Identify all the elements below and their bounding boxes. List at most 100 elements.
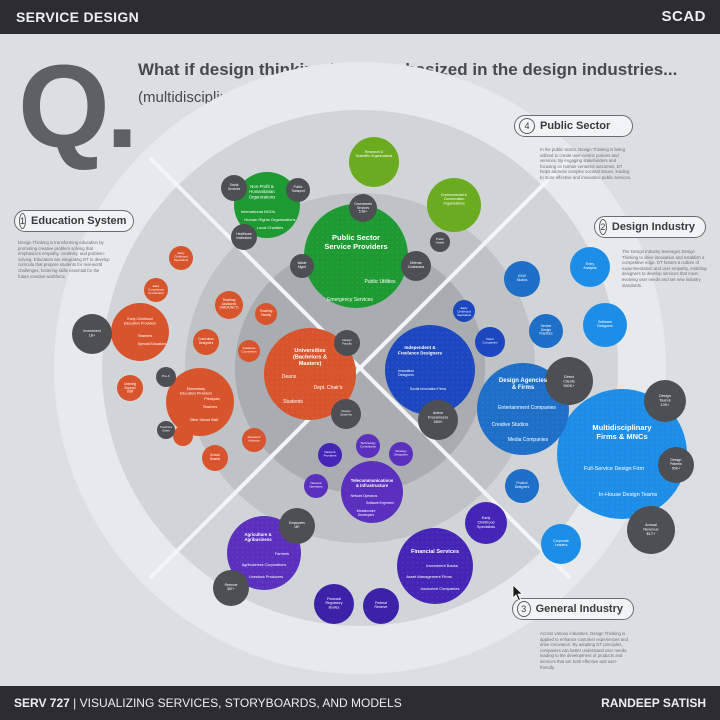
- label-gen8: Network Operators: [309, 481, 323, 489]
- label-edu6: Teachers: [138, 334, 152, 338]
- label-gen19: Early Childhood Specialists: [477, 516, 495, 529]
- bubble-blue: [453, 300, 475, 322]
- label-edu14: Curriculum Designers: [198, 337, 214, 345]
- label-di17: Entry Analysts: [583, 262, 596, 270]
- label-di19: Design Teams 10K+: [659, 394, 671, 407]
- label-pub1: Public Sector Service Providers: [324, 233, 387, 251]
- bubble-gray: [279, 508, 315, 544]
- bubble-orange: [144, 278, 168, 302]
- label-edu23: Teachers Aides: [160, 425, 173, 433]
- bottom-bar: SERV 727 | VISUALIZING SERVICES, STORYBO…: [0, 686, 720, 720]
- bubble-orange: [193, 329, 219, 355]
- label-edu28: Design Students: [340, 409, 352, 417]
- label-pub11: Government Services 5.5B+: [354, 202, 372, 214]
- bubble-research: [349, 137, 399, 187]
- label-di11: Direct Clients 500K+: [563, 375, 575, 388]
- bubble-gray: [430, 232, 450, 252]
- label-edu7: Special Educators: [138, 342, 166, 346]
- bubble-orange: [255, 303, 277, 325]
- bubble-purple: [304, 474, 328, 498]
- label-edu10: Teachers: [203, 405, 217, 409]
- bubble-gray: [401, 251, 431, 281]
- section-name: Public Sector: [540, 120, 611, 132]
- bubble-orange: [202, 445, 228, 471]
- bubble-purple: [314, 584, 354, 624]
- label-edu22: Pre-K: [162, 374, 170, 378]
- label-pub12: Healthcare Institutions: [236, 232, 252, 240]
- bubble-gray: [157, 421, 175, 439]
- bubble-blue: [583, 303, 627, 347]
- label-edu1: Universities (Bachelors & Masters): [293, 348, 327, 367]
- label-edu11: Other School Staff: [190, 418, 219, 422]
- label-di24: Product Designers: [515, 481, 530, 489]
- label-di13: Service Design Practices: [539, 324, 553, 336]
- bubble-early-childhood: [111, 303, 169, 361]
- label-di21: Annual Revenue $1T+: [643, 523, 658, 536]
- label-general-industry: 3 General Industry: [512, 598, 634, 620]
- label-design-industry: 2 Design Industry: [594, 216, 706, 238]
- label-di7: Design Agencies & Firms: [499, 378, 548, 391]
- bubble-purple: [389, 442, 413, 466]
- label-gen13: Financial Services: [411, 549, 459, 555]
- label-edu9: Principals: [204, 397, 219, 401]
- label-pub7: Local Charities: [257, 225, 283, 230]
- label-edu8: Elementary Education Providers: [180, 387, 212, 395]
- label-gen20: Employees 1B+: [289, 521, 305, 529]
- label-gen9: Agriculture & Agribusiness: [244, 532, 272, 542]
- label-gen15: Asset Management Firms: [406, 574, 452, 579]
- label-pub4: Non-Profit & Humanitarian Organizations: [249, 184, 276, 199]
- bubble-blue: [504, 261, 540, 297]
- label-pub16: Public Health: [436, 237, 445, 245]
- label-pub14: Waste Mgmt: [298, 261, 307, 269]
- label-gen1: Telecommunications & Infrastructure: [351, 478, 394, 488]
- label-gen2: Network Operators: [351, 494, 378, 498]
- author-name: RANDEEP SATISH: [601, 696, 706, 710]
- label-gen12: Livestock Producers: [249, 575, 283, 579]
- section-name: General Industry: [535, 603, 623, 615]
- label-education-system: 1 Education System: [14, 210, 134, 232]
- label-pub3: Emergency Services: [327, 297, 373, 303]
- bubble-orange: [238, 340, 260, 362]
- bubble-purple: [356, 434, 380, 458]
- label-pub5: International NGOs: [241, 209, 275, 214]
- label-di8: Entertainment Companies: [498, 405, 556, 411]
- label-gen3: Software Engineers: [366, 501, 394, 505]
- label-di1: Independent & Freelance Designers: [398, 345, 443, 355]
- label-gen16: Insurance Companies: [421, 586, 460, 591]
- label-di2: Innovation Designers: [398, 369, 414, 377]
- label-pub9: Environmental & Conservation Organizations: [441, 193, 467, 205]
- label-di5: Client Companies: [482, 337, 498, 345]
- number-3: 3: [517, 601, 531, 617]
- q-mark: Q.: [18, 41, 139, 173]
- bubble-orange: [173, 426, 193, 446]
- bubble-purple: [363, 588, 399, 624]
- label-di18: Software Designers: [597, 320, 613, 328]
- bubble-gray: [221, 175, 247, 201]
- bubble-blue: [505, 469, 539, 503]
- label-gen10: Farmers: [275, 552, 289, 556]
- label-gen5: Network Providers: [324, 450, 337, 458]
- number-2: 2: [599, 219, 607, 235]
- label-di12: UX/UI Studios: [517, 274, 528, 282]
- label-edu24: Research Advisors: [248, 435, 261, 443]
- label-public-sector: 4 Public Sector: [514, 115, 633, 137]
- label-gen14: Investment Banks: [426, 563, 458, 568]
- label-di20: Design Patents 50K+: [670, 458, 682, 470]
- label-gen18: Federal Reserve: [374, 601, 387, 609]
- label-di6: Active Freelancers 15M+: [428, 411, 448, 424]
- course-info: SERV 727 | VISUALIZING SERVICES, STORYBO…: [14, 696, 402, 710]
- bubble-gray: [545, 357, 593, 405]
- bubble-purple: [318, 443, 342, 467]
- bubble-gray: [156, 367, 176, 387]
- bubble-gray: [658, 447, 694, 483]
- bubble-blue: [529, 314, 563, 348]
- label-edu27: Design Faculty: [342, 338, 352, 346]
- label-gen11: Agribusiness Corporations: [242, 563, 287, 567]
- label-pub10: Social Services: [228, 183, 241, 191]
- top-bar: SERVICE DESIGN SCAD: [0, 0, 720, 34]
- label-edu4: Students: [283, 399, 303, 405]
- label-edu18: Investment 1B+: [83, 329, 101, 337]
- bubble-gray: [627, 506, 675, 554]
- label-di3: Social Innovation Firms: [410, 387, 447, 391]
